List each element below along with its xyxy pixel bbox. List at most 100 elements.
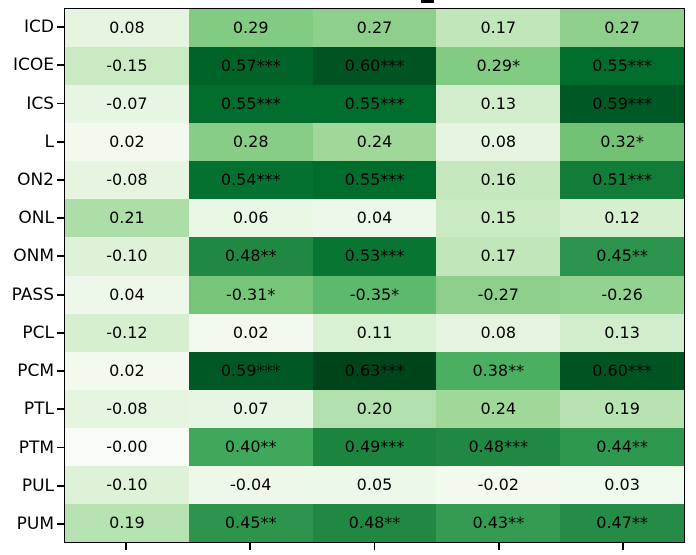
- heatmap-cell: 0.48**: [188, 237, 313, 276]
- heatmap-cell: 0.55***: [188, 85, 313, 124]
- row-label: ICS: [26, 93, 54, 114]
- heatmap-cell: 0.05: [312, 465, 437, 504]
- row-label: ONM: [13, 246, 54, 267]
- heatmap-grid: 0.08 0.29 0.27 0.17 0.27 -0.15 0.57*** 0.60*** 0…: [64, 8, 685, 543]
- y-tick-mark: [57, 408, 64, 411]
- heatmap-cell: 0.29*: [436, 47, 561, 86]
- y-tick-mark: [57, 217, 64, 220]
- y-tick-mark: [57, 140, 64, 143]
- heatmap-cell: 0.40**: [188, 427, 313, 466]
- row-label: PASS: [11, 284, 54, 305]
- heatmap-cell: 0.27: [560, 9, 684, 48]
- heatmap-cell: 0.29: [188, 9, 313, 48]
- heatmap-cell: 0.32*: [560, 123, 684, 162]
- x-tick-mark: [497, 543, 500, 550]
- y-tick-mark: [57, 484, 64, 487]
- row-label: PUM: [16, 513, 54, 534]
- heatmap-cell: 0.15: [436, 199, 561, 238]
- heatmap-cell: 0.06: [188, 199, 313, 238]
- y-tick-mark: [57, 255, 64, 258]
- row-label: PCM: [17, 361, 54, 382]
- y-tick-mark: [57, 26, 64, 28]
- heatmap-cell: 0.17: [436, 9, 561, 48]
- heatmap-cell: 0.53***: [312, 237, 437, 276]
- heatmap-cell: 0.13: [560, 313, 684, 352]
- y-tick-mark: [57, 102, 64, 105]
- heatmap-cell: 0.63***: [312, 351, 437, 390]
- heatmap-cell: 0.08: [436, 123, 561, 162]
- heatmap-cell: 0.08: [436, 313, 561, 352]
- row-label: ICD: [24, 17, 54, 38]
- heatmap-cell: -0.04: [188, 465, 313, 504]
- x-tick-mark: [125, 543, 127, 550]
- heatmap-cell: -0.35*: [312, 275, 437, 314]
- row-label: L: [44, 131, 54, 152]
- heatmap-cell: 0.45**: [560, 237, 684, 276]
- heatmap-cell: -0.08: [65, 161, 189, 200]
- heatmap-cell: 0.07: [188, 389, 313, 428]
- heatmap-cell: 0.12: [560, 199, 684, 238]
- heatmap-cell: 0.11: [312, 313, 437, 352]
- clipped-title-underscore: [421, 0, 434, 3]
- heatmap-cell: -0.10: [65, 465, 189, 504]
- heatmap-cell: 0.02: [65, 123, 189, 162]
- heatmap-cell: 0.48**: [312, 503, 437, 542]
- row-label: PUL: [21, 475, 54, 496]
- heatmap-cell: -0.07: [65, 85, 189, 124]
- heatmap-cell: -0.31*: [188, 275, 313, 314]
- heatmap-cell: 0.17: [436, 237, 561, 276]
- row-label: PCL: [22, 322, 54, 343]
- heatmap-cell: 0.04: [65, 275, 189, 314]
- x-tick-mark: [249, 543, 252, 550]
- heatmap-cell: -0.15: [65, 47, 189, 86]
- heatmap-cell: 0.24: [312, 123, 437, 162]
- heatmap-cell: 0.08: [65, 9, 189, 48]
- x-tick-mark: [622, 543, 624, 550]
- heatmap-cell: 0.03: [560, 465, 684, 504]
- y-tick-mark: [57, 370, 64, 372]
- heatmap-cell: 0.51***: [560, 161, 684, 200]
- y-axis-labels: ICD ICOE ICS L ON2 ONL ONM PASS PCL PCM PTL PTM PUL P…: [0, 8, 56, 543]
- heatmap-cell: 0.02: [188, 313, 313, 352]
- heatmap-cell: -0.02: [436, 465, 561, 504]
- heatmap-cell: -0.26: [560, 275, 684, 314]
- heatmap-cell: 0.60***: [312, 47, 437, 86]
- heatmap-cell: 0.47**: [560, 503, 684, 542]
- y-tick-mark: [57, 179, 64, 181]
- row-label: PTM: [18, 437, 54, 458]
- x-tick-mark: [373, 543, 376, 550]
- heatmap-cell: 0.55***: [312, 85, 437, 124]
- row-label: ON2: [17, 169, 54, 190]
- heatmap-cell: 0.19: [65, 503, 189, 542]
- y-tick-mark: [57, 64, 64, 67]
- heatmap-cell: 0.38**: [436, 351, 561, 390]
- row-label: PTL: [23, 399, 54, 420]
- heatmap-cell: 0.27: [312, 9, 437, 48]
- heatmap-cell: 0.45**: [188, 503, 313, 542]
- row-label: ICOE: [12, 55, 54, 76]
- y-tick-mark: [57, 293, 64, 296]
- heatmap-cell: 0.60***: [560, 351, 684, 390]
- y-tick-mark: [57, 522, 64, 525]
- heatmap-cell: 0.19: [560, 389, 684, 428]
- heatmap-cell: 0.02: [65, 351, 189, 390]
- heatmap-cell: 0.59***: [188, 351, 313, 390]
- heatmap-cell: 0.59***: [560, 85, 684, 124]
- heatmap-cell: 0.49***: [312, 427, 437, 466]
- heatmap-cell: 0.44**: [560, 427, 684, 466]
- heatmap-cell: 0.20: [312, 389, 437, 428]
- y-tick-mark: [57, 446, 64, 449]
- heatmap-cell: -0.10: [65, 237, 189, 276]
- row-label: ONL: [18, 208, 54, 229]
- heatmap-cell: 0.48***: [436, 427, 561, 466]
- heatmap-cell: -0.08: [65, 389, 189, 428]
- y-tick-mark: [57, 331, 64, 334]
- heatmap-cell: 0.57***: [188, 47, 313, 86]
- heatmap-cell: 0.28: [188, 123, 313, 162]
- heatmap-cell: 0.04: [312, 199, 437, 238]
- heatmap-cell: 0.24: [436, 389, 561, 428]
- heatmap-cell: 0.55***: [560, 47, 684, 86]
- heatmap-cell: 0.13: [436, 85, 561, 124]
- heatmap-cell: -0.12: [65, 313, 189, 352]
